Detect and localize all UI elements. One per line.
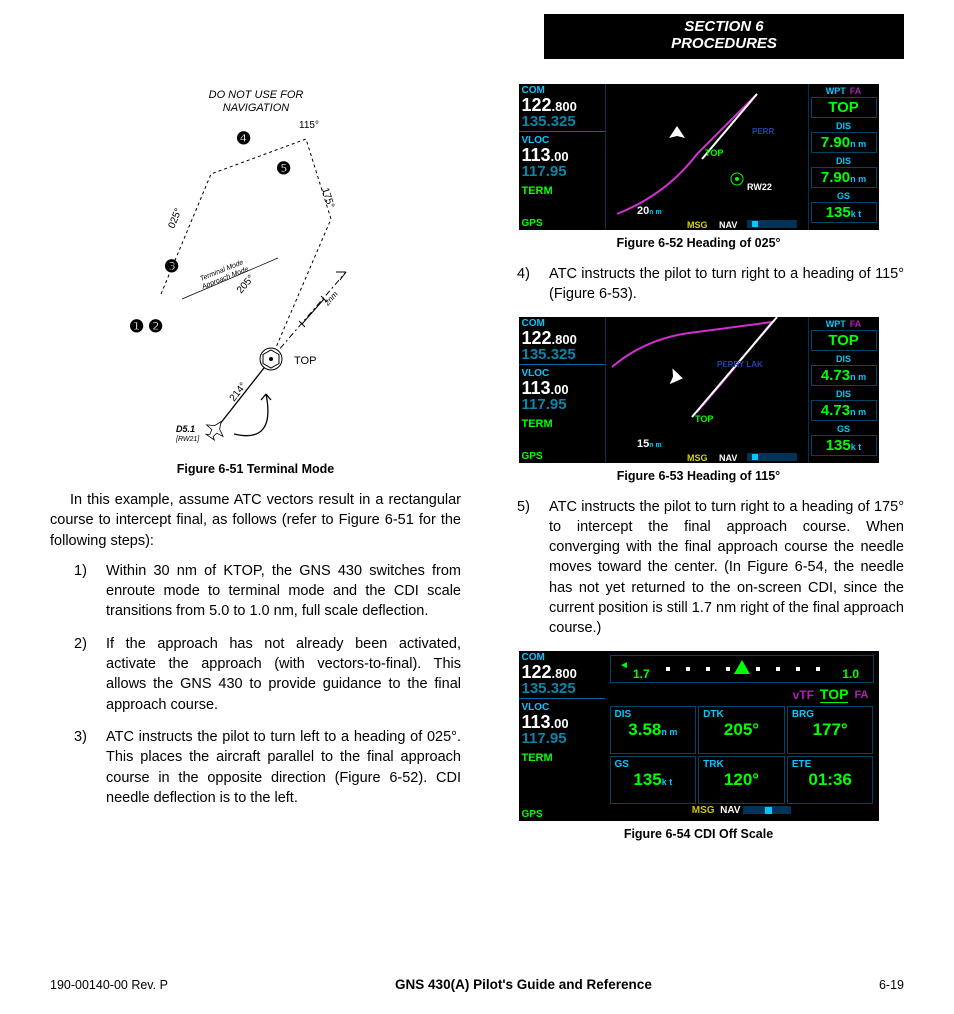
waypoint-bar: vTF TOP FA	[609, 685, 875, 705]
svg-text:15n m: 15n m	[637, 438, 662, 450]
section-title: PROCEDURES	[544, 35, 904, 52]
hdg115: 115°	[299, 120, 319, 131]
badge5: ❺	[276, 159, 291, 178]
doc-title: GNS 430(A) Pilot's Guide and Reference	[395, 977, 652, 992]
svg-text:20n m: 20n m	[637, 205, 662, 217]
step-5: 5)ATC instructs the pilot to turn right …	[517, 497, 904, 639]
caption-6-51: Figure 6-51 Terminal Mode	[50, 462, 461, 476]
hdg214: 214°	[227, 381, 248, 404]
caption-6-54: Figure 6-54 CDI Off Scale	[493, 827, 904, 841]
warn2: NAVIGATION	[222, 102, 288, 114]
step-1: 1)Within 30 nm of KTOP, the GNS 430 swit…	[74, 561, 461, 622]
svg-text:MSG: MSG	[687, 453, 708, 463]
svg-text:◄: ◄	[619, 660, 629, 671]
step-4: 4)ATC instructs the pilot to turn right …	[517, 264, 904, 305]
scale-label: 2nm	[322, 289, 340, 308]
d51: D5.1	[176, 424, 195, 434]
badge1: ❶	[129, 317, 144, 336]
intro-paragraph: In this example, assume ATC vectors resu…	[50, 490, 461, 551]
badge3: ❸	[164, 257, 179, 276]
svg-text:PERRY LAK: PERRY LAK	[717, 360, 763, 369]
warn1: DO NOT USE FOR	[208, 89, 303, 101]
svg-text:NAV: NAV	[719, 220, 737, 230]
svg-text:1.7: 1.7	[633, 667, 650, 681]
page-number: 6-19	[879, 978, 904, 992]
doc-revision: 190-00140-00 Rev. P	[50, 978, 168, 992]
hdg025: 025°	[166, 207, 184, 230]
left-column: TOP 2nm D5.1 [RW21] 025° 115° 175° 205° …	[50, 84, 461, 855]
svg-text:RW22: RW22	[747, 182, 772, 192]
svg-text:PERR: PERR	[752, 127, 774, 136]
svg-text:MSG: MSG	[687, 220, 708, 230]
figure-6-54-screen: COM 122.800 135.325 VLOC 113.00 117.95 T…	[519, 651, 879, 821]
rw21: [RW21]	[175, 436, 200, 443]
figure-6-53-screen: COM 122.800 135.325 VLOC 113.00 117.95 T…	[519, 317, 879, 463]
badge4: ❹	[236, 129, 251, 148]
svg-text:TOP: TOP	[695, 414, 713, 424]
step-3: 3)ATC instructs the pilot to turn left t…	[74, 727, 461, 808]
right-column: COM 122.800 135.325 VLOC 113.00 117.95 T…	[493, 84, 904, 855]
figure-6-51-diagram: TOP 2nm D5.1 [RW21] 025° 115° 175° 205° …	[106, 84, 406, 454]
svg-text:NAV: NAV	[719, 453, 737, 463]
caption-6-52: Figure 6-52 Heading of 025°	[493, 236, 904, 250]
svg-text:1.0: 1.0	[842, 667, 859, 681]
caption-6-53: Figure 6-53 Heading of 115°	[493, 469, 904, 483]
section-header: SECTION 6 PROCEDURES	[544, 14, 904, 59]
figure-6-52-screen: COM 122.800 135.325 VLOC 113.00 117.95 T…	[519, 84, 879, 230]
svg-text:TOP: TOP	[705, 148, 723, 158]
cdi-scale: ◄ 1.7 1.0	[610, 655, 874, 683]
page-footer: 190-00140-00 Rev. P GNS 430(A) Pilot's G…	[50, 977, 904, 992]
section-number: SECTION 6	[544, 18, 904, 35]
step-2: 2)If the approach has not already been a…	[74, 634, 461, 715]
vor-label: TOP	[294, 355, 316, 367]
badge2: ❷	[148, 317, 163, 336]
hdg175: 175°	[319, 187, 336, 210]
